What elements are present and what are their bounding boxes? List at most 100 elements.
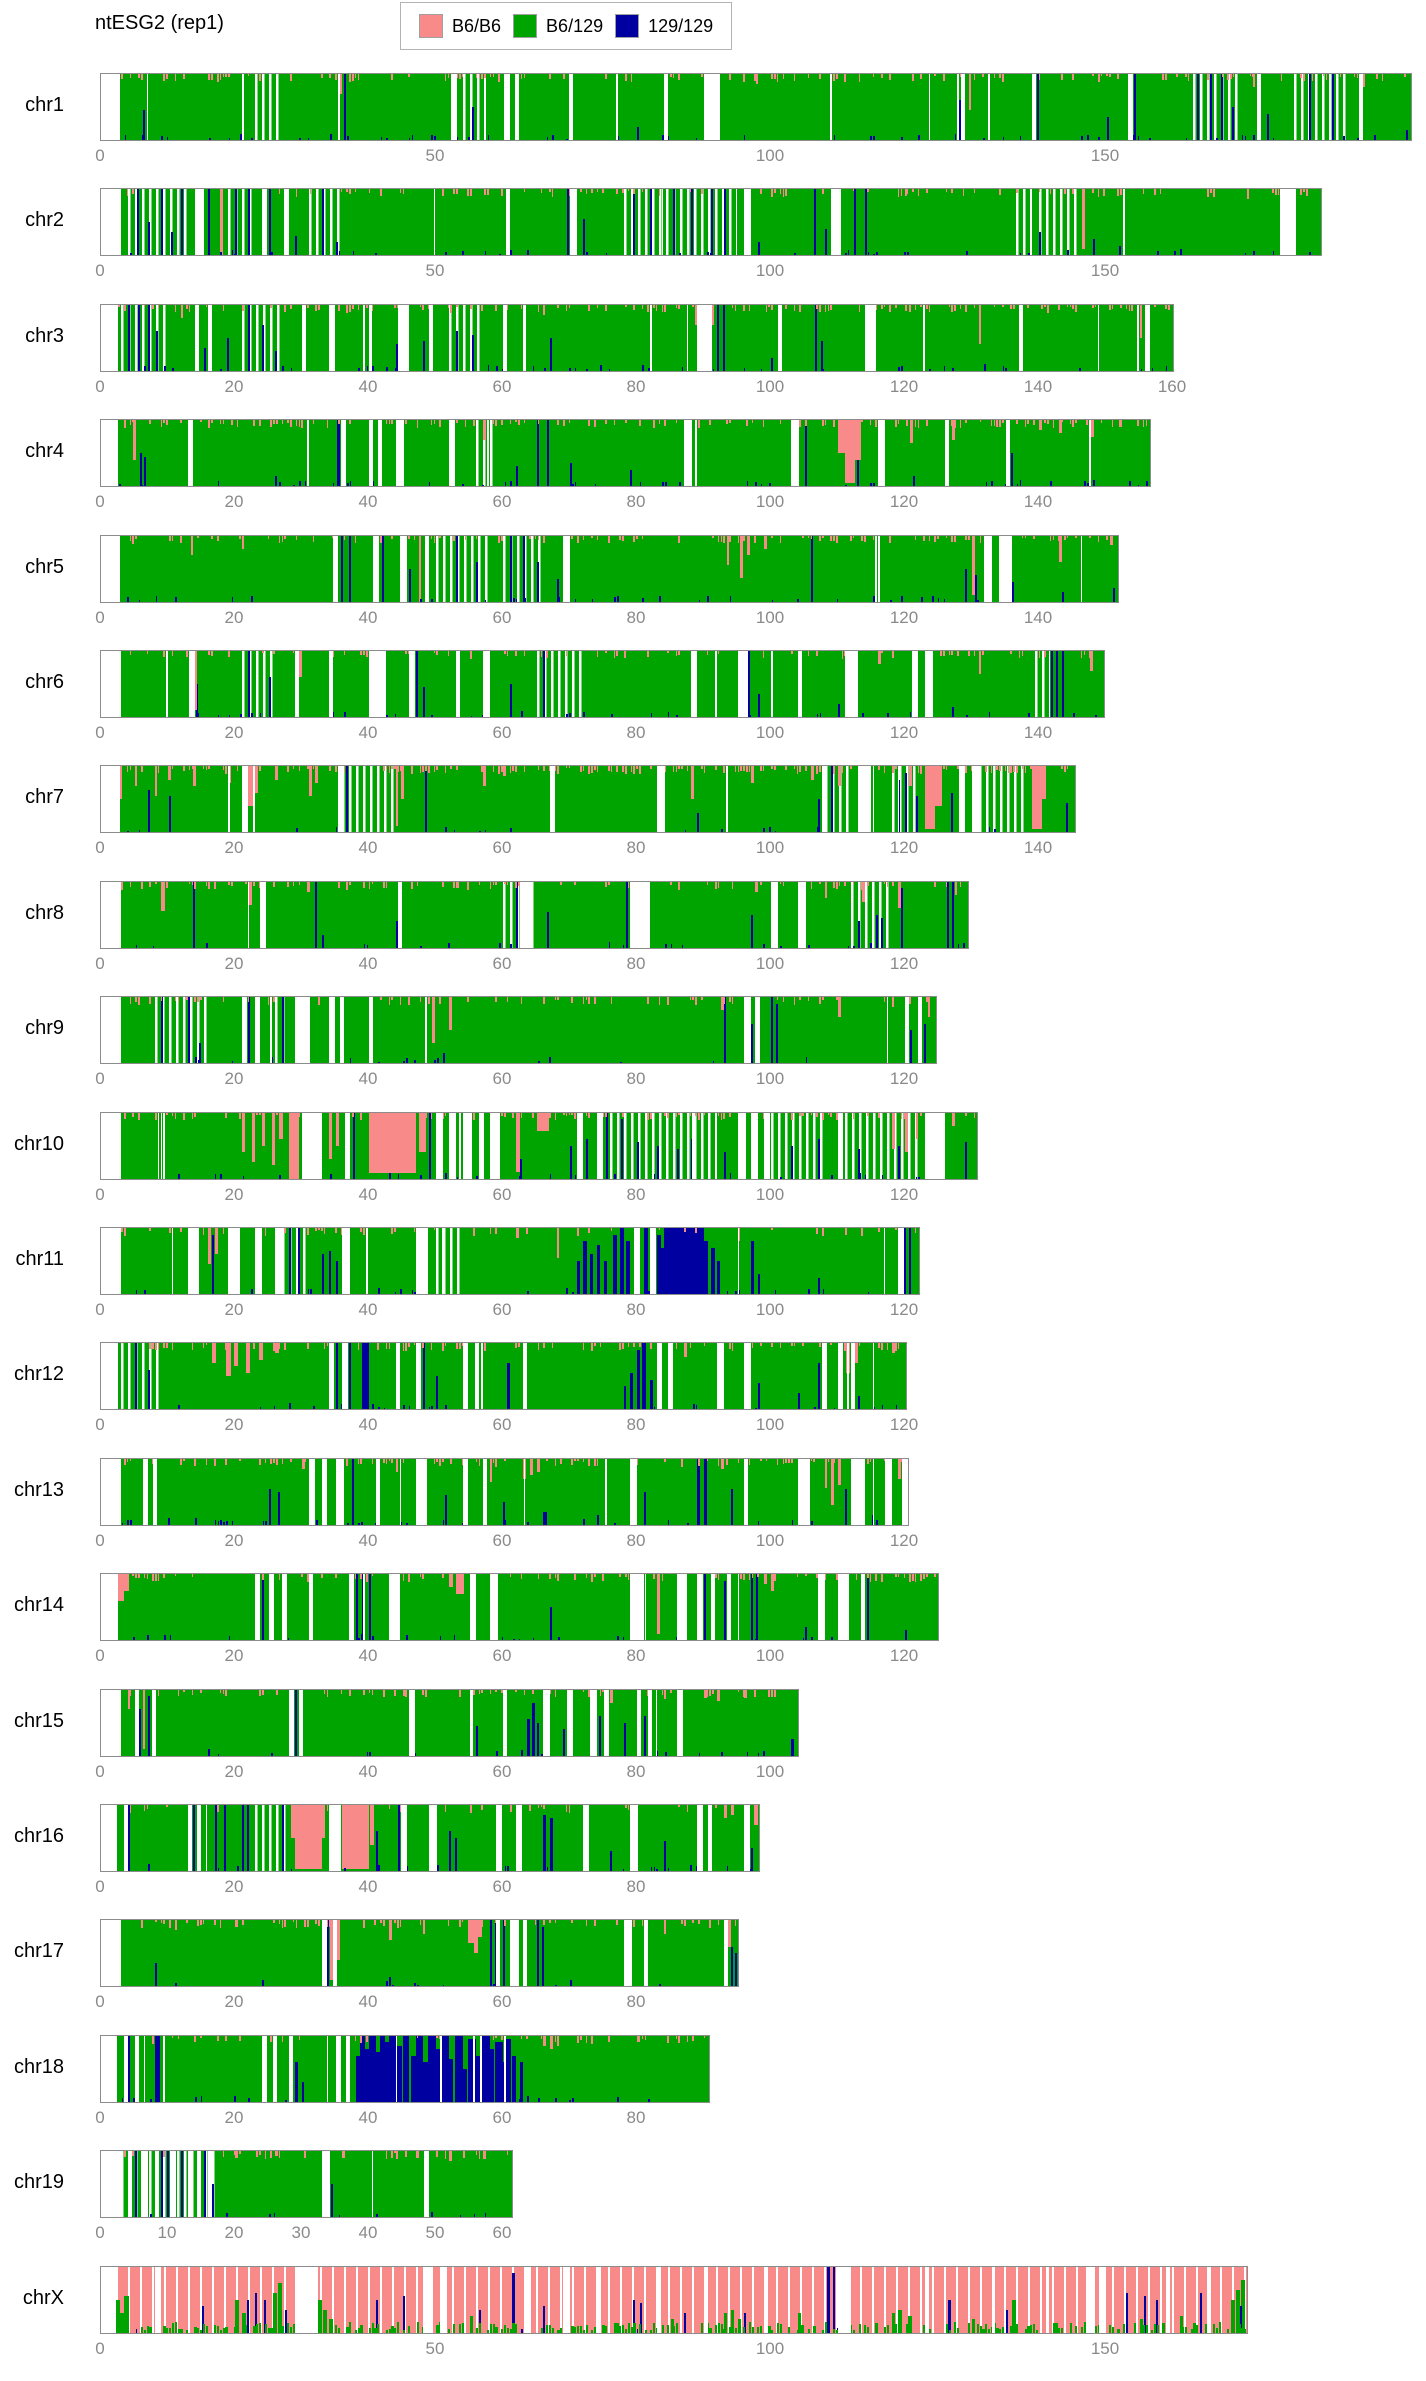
track-segment	[833, 420, 835, 427]
track-segment	[712, 1061, 715, 1064]
track-segment	[495, 1228, 498, 1234]
track-segment	[737, 766, 740, 772]
axis-tick-label: 80	[626, 1300, 646, 1319]
track-segment	[197, 1920, 199, 1927]
track-segment	[206, 942, 208, 948]
track-segment	[537, 535, 540, 540]
track-segment	[1112, 588, 1115, 602]
track-segment	[532, 1702, 536, 1756]
track-segment	[932, 595, 934, 602]
track-segment	[121, 2098, 124, 2102]
genotype-track	[100, 996, 937, 1065]
track-segment	[211, 420, 213, 424]
track-segment	[1075, 420, 1077, 423]
track-segment	[399, 535, 407, 602]
track-segment	[707, 252, 709, 256]
track-segment	[259, 712, 262, 717]
track-segment	[686, 766, 689, 771]
track-segment	[677, 1689, 683, 1756]
track-segment	[1002, 304, 1004, 307]
track-segment	[420, 1174, 422, 1179]
track-segment	[287, 766, 289, 773]
track-segment	[729, 997, 731, 1003]
track-segment	[866, 1112, 869, 1117]
track-segment	[259, 1343, 264, 1360]
track-segment	[664, 304, 666, 312]
track-segment	[436, 1112, 443, 1179]
track-segment	[723, 766, 726, 773]
track-segment	[121, 1522, 124, 1525]
track-segment	[914, 304, 917, 311]
track-segment	[439, 535, 441, 539]
track-segment	[838, 1112, 844, 1179]
track-segment	[726, 1458, 728, 1466]
track-segment	[570, 463, 572, 487]
track-segment	[663, 74, 668, 140]
track-segment	[616, 2322, 619, 2333]
track-segment	[951, 651, 953, 656]
track-segment	[1067, 250, 1069, 256]
track-segment	[593, 766, 596, 771]
track-segment	[951, 420, 955, 440]
track-segment	[835, 535, 838, 544]
track-segment	[681, 1458, 683, 1467]
track-segment	[217, 1754, 220, 1756]
track-segment	[745, 766, 748, 772]
track-segment	[1089, 651, 1091, 658]
track-segment	[574, 1112, 576, 1119]
track-segment	[1235, 2289, 1240, 2333]
chromosome-label: chr16	[13, 1825, 64, 1847]
track-segment	[667, 1112, 669, 1119]
track-segment	[824, 304, 827, 312]
track-segment	[743, 766, 745, 772]
track-segment	[171, 2322, 175, 2333]
track-segment	[1081, 189, 1085, 249]
track-segment	[397, 1920, 399, 1928]
track-segment	[572, 1292, 574, 1294]
track-segment	[850, 420, 852, 427]
track-segment	[962, 189, 965, 196]
track-segment	[565, 304, 568, 312]
axis-tick-label: 120	[889, 1300, 919, 1319]
track-segment	[264, 2299, 267, 2333]
track-segment	[386, 1980, 388, 1987]
track-segment	[1246, 189, 1249, 192]
track-segment	[710, 1247, 715, 1294]
track-segment	[425, 766, 427, 771]
track-segment	[1059, 420, 1062, 434]
track-segment	[251, 595, 253, 602]
track-segment	[945, 189, 948, 192]
track-segment	[208, 304, 213, 371]
track-segment	[322, 1254, 325, 1294]
track-segment	[779, 2323, 782, 2333]
track-segment	[344, 711, 346, 717]
axis-tick-label: 80	[626, 1761, 646, 1781]
track-segment	[821, 766, 828, 833]
track-segment	[543, 1814, 546, 1871]
track-segment	[1134, 74, 1137, 140]
axis-tick-label: 60	[492, 1530, 512, 1550]
axis-tick-label: 50	[425, 2223, 445, 2243]
track-segment	[431, 2211, 433, 2218]
track-segment	[1012, 581, 1015, 602]
track-segment	[397, 2322, 400, 2333]
track-segment	[548, 1574, 551, 1580]
track-segment	[968, 535, 970, 540]
track-segment	[496, 1805, 502, 1871]
track-segment	[323, 2325, 327, 2333]
track-segment	[872, 535, 875, 541]
track-segment	[166, 1805, 168, 1807]
track-segment	[235, 189, 237, 256]
track-segment	[445, 1495, 448, 1525]
track-segment	[275, 997, 289, 1064]
track-segment	[456, 881, 459, 889]
track-segment	[245, 881, 247, 884]
track-segment	[870, 136, 872, 140]
track-segment	[121, 1574, 123, 1582]
track-segment	[369, 1574, 371, 1641]
track-segment	[984, 364, 987, 371]
track-segment	[456, 189, 458, 195]
track-segment	[569, 712, 571, 717]
track-segment	[278, 2327, 281, 2333]
track-segment	[155, 1112, 157, 1121]
